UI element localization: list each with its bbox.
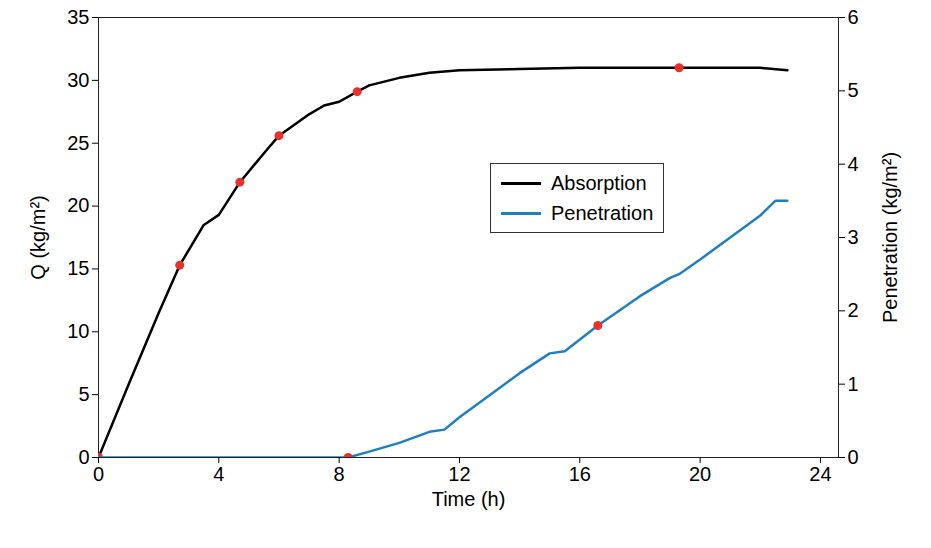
svg-text:4: 4 bbox=[213, 463, 224, 485]
svg-text:5: 5 bbox=[848, 79, 859, 101]
svg-text:Q (kg/m²): Q (kg/m²) bbox=[27, 195, 49, 279]
svg-text:30: 30 bbox=[67, 69, 89, 91]
svg-text:4: 4 bbox=[848, 153, 859, 175]
svg-text:15: 15 bbox=[67, 257, 89, 279]
html-text:Penetration: Penetration bbox=[551, 201, 654, 224]
svg-text:8: 8 bbox=[334, 463, 345, 485]
svg-text:1: 1 bbox=[848, 373, 859, 395]
svg-text:0: 0 bbox=[848, 446, 859, 468]
svg-text:35: 35 bbox=[67, 6, 89, 28]
svg-text:5: 5 bbox=[78, 383, 89, 405]
svg-text:Time (h): Time (h) bbox=[432, 488, 506, 510]
svg-text:25: 25 bbox=[67, 132, 89, 154]
svg-text:0: 0 bbox=[78, 446, 89, 468]
svg-text:12: 12 bbox=[448, 463, 470, 485]
svg-text:6: 6 bbox=[848, 6, 859, 28]
svg-text:2: 2 bbox=[848, 299, 859, 321]
svg-text:20: 20 bbox=[67, 194, 89, 216]
svg-text:24: 24 bbox=[809, 463, 831, 485]
svg-text:3: 3 bbox=[848, 226, 859, 248]
svg-text:16: 16 bbox=[569, 463, 591, 485]
svg-text:20: 20 bbox=[689, 463, 711, 485]
svg-text:Penetration (kg/m²): Penetration (kg/m²) bbox=[879, 152, 901, 323]
svg-text:0: 0 bbox=[93, 463, 104, 485]
html-text:Absorption: Absorption bbox=[551, 171, 647, 194]
svg-text:10: 10 bbox=[67, 320, 89, 342]
